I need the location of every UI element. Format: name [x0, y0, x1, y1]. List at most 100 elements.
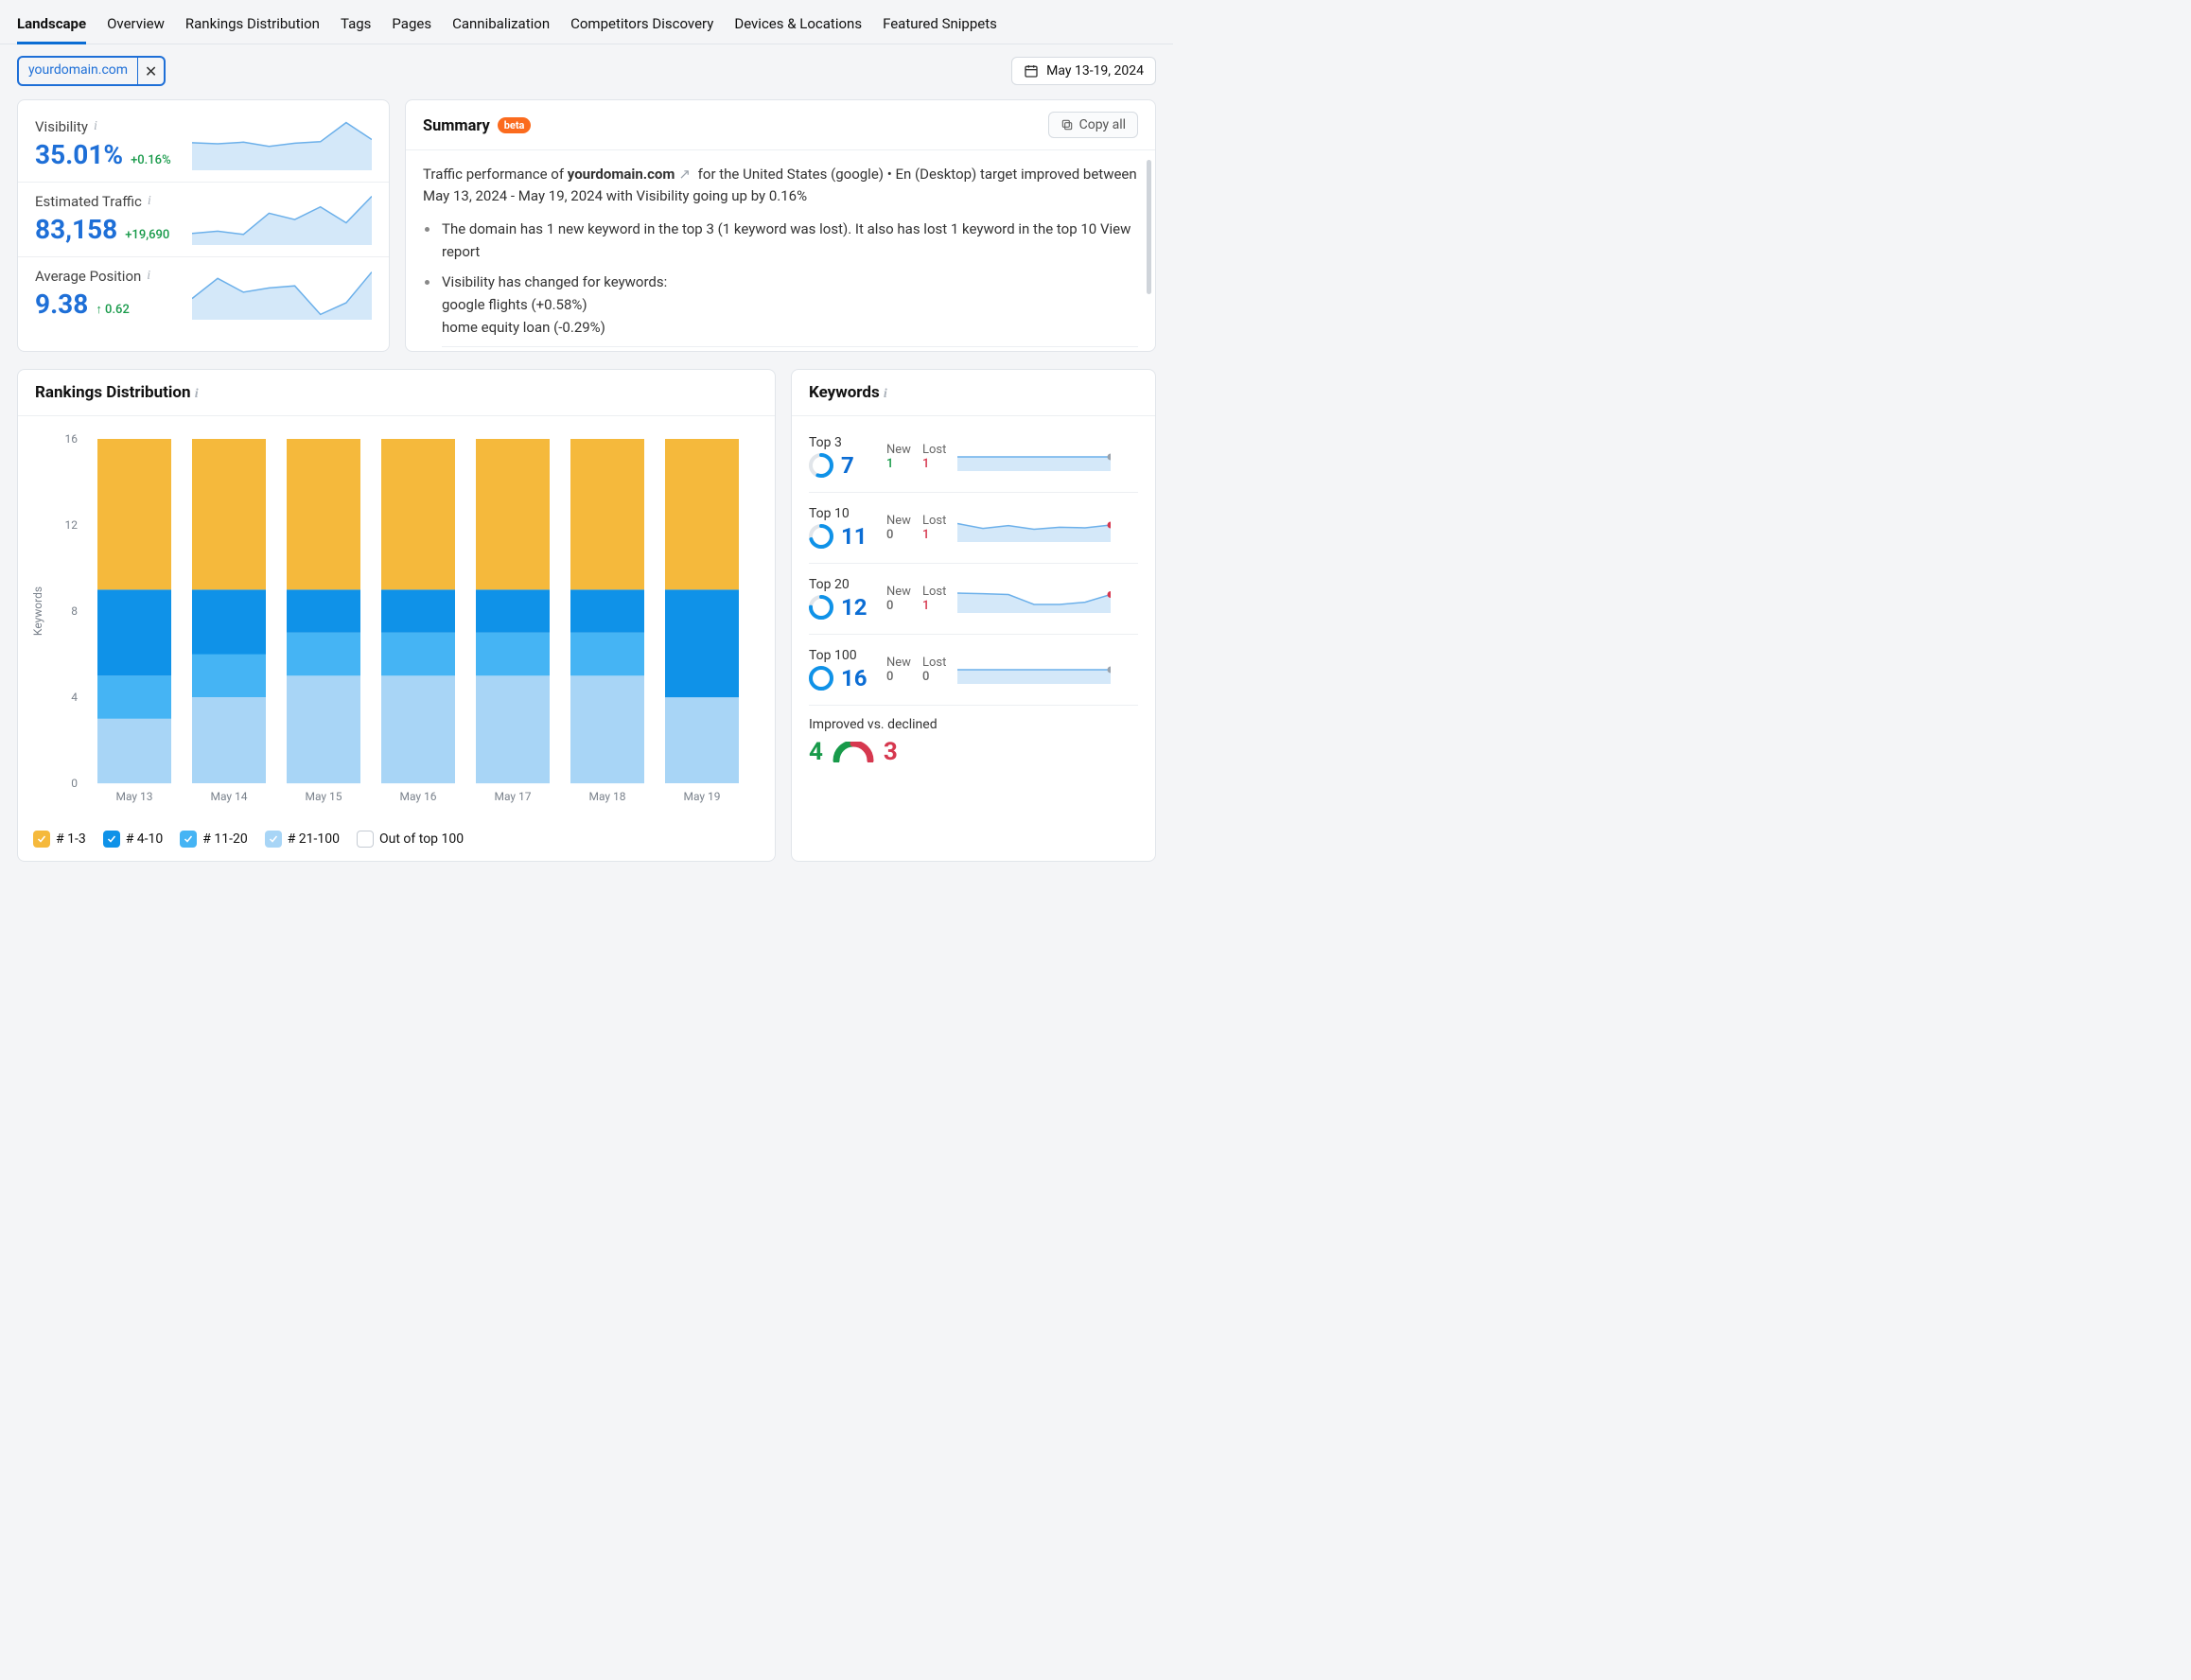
keywords-card: Keywords i Top 3 7 New1 Lost1 Top 10: [791, 369, 1156, 862]
close-icon[interactable]: ✕: [137, 58, 164, 84]
kpi-sparkline: [192, 117, 372, 170]
date-range-text: May 13-19, 2024: [1046, 63, 1144, 79]
svg-text:May 14: May 14: [210, 790, 247, 803]
kpi-value: 35.01% +0.16%: [35, 139, 171, 170]
kpi-visibility: Visibility i 35.01% +0.16%: [18, 108, 389, 182]
domain-chip[interactable]: yourdomain.com ✕: [17, 56, 166, 86]
info-icon[interactable]: i: [148, 194, 151, 209]
beta-badge: beta: [498, 117, 532, 133]
svg-text:0: 0: [71, 777, 78, 790]
tab-landscape[interactable]: Landscape: [17, 9, 86, 44]
tab-overview[interactable]: Overview: [107, 9, 165, 44]
info-icon[interactable]: i: [147, 269, 150, 284]
kpi-delta: +19,690: [125, 228, 169, 242]
legend-checkbox[interactable]: [357, 831, 374, 848]
kw-value: 16: [841, 665, 868, 691]
domain-chip-text: yourdomain.com: [19, 58, 137, 84]
filter-row: yourdomain.com ✕ May 13-19, 2024: [0, 44, 1173, 99]
kpi-sparkline: [192, 267, 372, 320]
legend-item[interactable]: Out of top 100: [357, 831, 464, 848]
legend-checkbox[interactable]: [180, 831, 197, 848]
kw-value: 11: [841, 523, 868, 550]
kw-value: 12: [841, 594, 868, 621]
svg-text:16: 16: [65, 433, 79, 446]
legend-checkbox[interactable]: [33, 831, 50, 848]
rankings-title: Rankings Distribution: [35, 383, 191, 402]
kw-sparkline: [957, 585, 1111, 613]
kpi-card: Visibility i 35.01% +0.16% Estimated Tra…: [17, 99, 390, 352]
kw-new-lost: New1 Lost1: [886, 443, 946, 471]
kw-new-lost: New0 Lost1: [886, 514, 946, 542]
svg-text:May 18: May 18: [588, 790, 625, 803]
kpi-delta: ↑ 0.62: [96, 302, 130, 317]
keywords-body: Top 3 7 New1 Lost1 Top 10 11: [792, 416, 1155, 783]
kw-sparkline: [957, 514, 1111, 542]
keywords-row: Top 100 16 New0 Lost0: [809, 635, 1138, 706]
svg-text:Keywords: Keywords: [31, 586, 44, 636]
summary-intro: Traffic performance of yourdomain.com↗ f…: [423, 164, 1138, 206]
keyword-link[interactable]: google flights: [442, 296, 528, 313]
summary-title: Summary: [423, 116, 490, 134]
ring-icon: [809, 666, 833, 691]
summary-body: Traffic performance of yourdomain.com↗ f…: [406, 150, 1155, 351]
ring-icon: [809, 524, 833, 549]
kw-new-lost: New0 Lost0: [886, 656, 946, 684]
kw-label: Top 20: [809, 577, 875, 592]
keywords-row: Top 10 11 New0 Lost1: [809, 493, 1138, 564]
tab-devices-locations[interactable]: Devices & Locations: [734, 9, 862, 44]
calendar-icon: [1024, 63, 1039, 79]
tab-competitors-discovery[interactable]: Competitors Discovery: [570, 9, 713, 44]
kw-label: Top 100: [809, 648, 875, 663]
legend-checkbox[interactable]: [265, 831, 282, 848]
summary-bullets: The domain has 1 new keyword in the top …: [423, 218, 1138, 351]
copy-all-label: Copy all: [1079, 117, 1126, 132]
date-range-button[interactable]: May 13-19, 2024: [1011, 57, 1156, 85]
keywords-row: Top 3 7 New1 Lost1: [809, 422, 1138, 493]
tab-pages[interactable]: Pages: [392, 9, 431, 44]
copy-all-button[interactable]: Copy all: [1048, 112, 1138, 138]
svg-text:May 17: May 17: [494, 790, 531, 803]
kpi-sparkline: [192, 192, 372, 245]
kpi-title: Visibility i: [35, 118, 171, 135]
legend-item[interactable]: # 11-20: [180, 831, 247, 848]
legend-item[interactable]: # 4-10: [103, 831, 164, 848]
kw-sparkline: [957, 656, 1111, 684]
tab-featured-snippets[interactable]: Featured Snippets: [883, 9, 997, 44]
keywords-row: Top 20 12 New0 Lost1: [809, 564, 1138, 635]
legend-checkbox[interactable]: [103, 831, 120, 848]
tabs-bar: Landscape Overview Rankings Distribution Ta…: [0, 0, 1173, 44]
kpi-title: Average Position i: [35, 268, 150, 285]
improved-declined: Improved vs. declined 4 3: [809, 706, 1138, 770]
info-icon[interactable]: i: [94, 119, 97, 134]
keyword-link[interactable]: home equity loan: [442, 319, 550, 336]
kpi-value: 83,158 +19,690: [35, 214, 169, 245]
kpi-traffic: Estimated Traffic i 83,158 +19,690: [18, 182, 389, 256]
declined-count: 3: [884, 738, 898, 766]
keywords-title: Keywords: [809, 383, 880, 402]
tab-tags[interactable]: Tags: [341, 9, 371, 44]
tab-cannibalization[interactable]: Cannibalization: [452, 9, 550, 44]
summary-card: Summary beta Copy all Traffic performanc…: [405, 99, 1156, 352]
kw-label: Top 3: [809, 435, 875, 450]
info-icon[interactable]: i: [884, 387, 887, 401]
kw-label: Top 10: [809, 506, 875, 521]
svg-text:May 19: May 19: [683, 790, 720, 803]
ring-icon: [809, 595, 833, 620]
info-icon[interactable]: i: [195, 387, 199, 401]
kw-value: 7: [841, 452, 854, 479]
rankings-chart: 0481216KeywordsMay 13May 14May 15May 16M…: [18, 416, 775, 825]
external-link-icon[interactable]: ↗: [678, 166, 691, 183]
kpi-value: 9.38 ↑ 0.62: [35, 289, 150, 320]
kw-sparkline: [957, 443, 1111, 471]
svg-text:8: 8: [71, 604, 78, 618]
kpi-delta: +0.16%: [131, 153, 171, 167]
kpi-title: Estimated Traffic i: [35, 193, 169, 210]
copy-icon: [1060, 118, 1074, 131]
svg-text:May 13: May 13: [115, 790, 152, 803]
legend-item[interactable]: # 1-3: [33, 831, 86, 848]
scrollbar[interactable]: [1147, 160, 1151, 294]
gauge-icon: [833, 742, 874, 762]
tab-rankings-distribution[interactable]: Rankings Distribution: [185, 9, 320, 44]
ring-icon: [809, 453, 833, 478]
legend-item[interactable]: # 21-100: [265, 831, 340, 848]
